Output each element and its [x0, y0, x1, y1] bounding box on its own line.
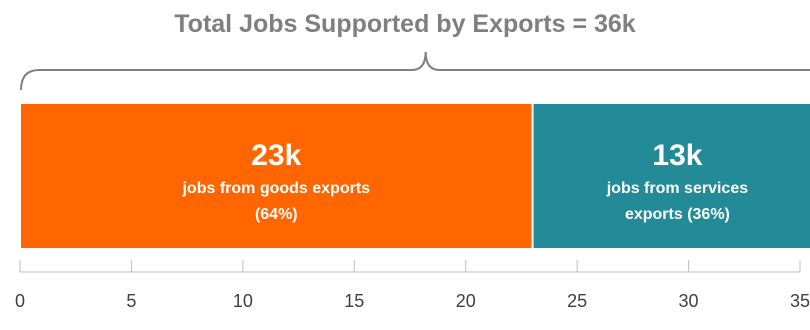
- x-tick-label: 25: [567, 291, 587, 311]
- x-tick-label: 5: [126, 291, 136, 311]
- bar-segment-2: [531, 102, 810, 250]
- x-tick-label: 15: [344, 291, 364, 311]
- chart-title: Total Jobs Supported by Exports = 36k: [174, 10, 636, 38]
- x-tick-label: 0: [15, 291, 25, 311]
- x-tick-label: 35: [790, 291, 810, 311]
- segment-2-value-label: 13k: [652, 139, 702, 172]
- segment-1-description-line-1: jobs from goods exports: [181, 180, 370, 197]
- bar-segment-1: [19, 102, 534, 250]
- x-tick-label: 20: [456, 291, 476, 311]
- bar-segments: 23k jobs from goods exports (64%) 13k jobs f…: [19, 102, 810, 250]
- segment-1-value-label: 23k: [251, 139, 301, 172]
- total-brace: [20, 51, 810, 91]
- x-axis-ticks: 0 5 10 15 20 25 30 35: [15, 260, 810, 311]
- segment-1-description-line-2: (64%): [255, 206, 298, 223]
- segment-2-description-line-1: jobs from services: [606, 180, 749, 197]
- x-tick-label: 10: [233, 291, 253, 311]
- segment-2-description-line-2: exports (36%): [625, 206, 730, 223]
- x-tick-label: 30: [679, 291, 699, 311]
